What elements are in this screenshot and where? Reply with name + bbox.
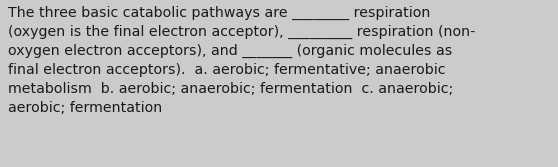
Text: The three basic catabolic pathways are ________ respiration
(oxygen is the final: The three basic catabolic pathways are _… [8,6,476,115]
